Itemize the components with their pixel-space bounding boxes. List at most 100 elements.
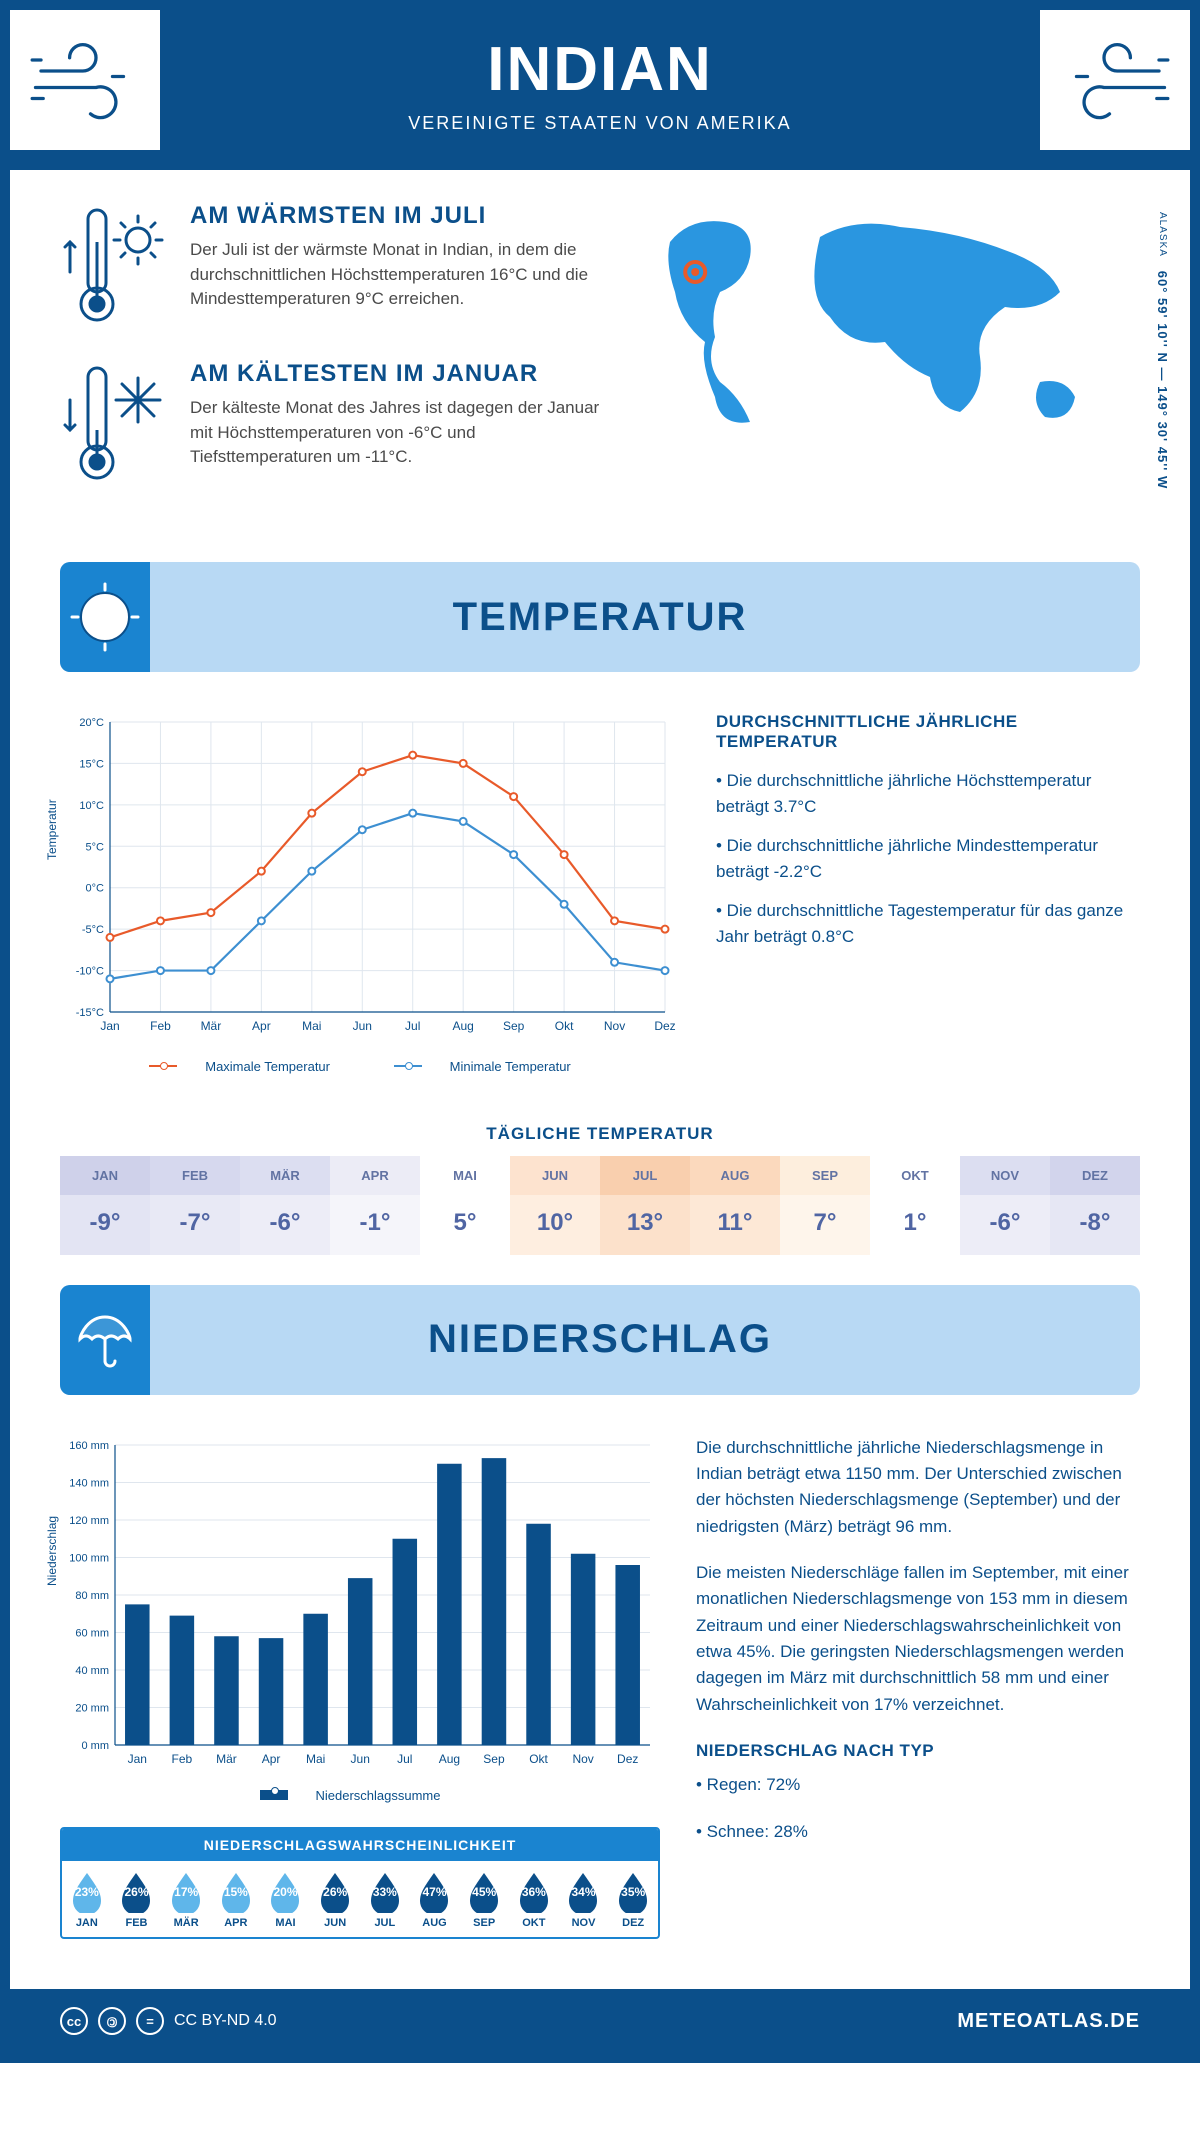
- svg-text:Jan: Jan: [100, 1019, 119, 1033]
- probability-cell: 47%AUG: [410, 1861, 460, 1937]
- cc-icon: cc: [60, 2007, 88, 2035]
- daily-temp-title: TÄGLICHE TEMPERATUR: [10, 1124, 1190, 1144]
- chart-legend: Maximale Temperatur Minimale Temperatur: [60, 1055, 680, 1074]
- warmest-text: Der Juli ist der wärmste Monat in Indian…: [190, 238, 610, 312]
- section-title: NIEDERSCHLAG: [428, 1317, 772, 1362]
- header: INDIAN VEREINIGTE STAATEN VON AMERIKA: [10, 10, 1190, 170]
- temperature-chart: Temperatur -15°C-10°C-5°C0°C5°C10°C15°C2…: [60, 712, 680, 1074]
- nd-icon: =: [136, 2007, 164, 2035]
- license: cc 🄯 = CC BY-ND 4.0: [60, 2007, 277, 2035]
- probability-title: NIEDERSCHLAGSWAHRSCHEINLICHKEIT: [62, 1829, 658, 1861]
- svg-text:Mai: Mai: [306, 1752, 325, 1766]
- svg-text:120 mm: 120 mm: [69, 1515, 109, 1527]
- probability-cell: 26%JUN: [310, 1861, 360, 1937]
- chart-ylabel: Temperatur: [45, 799, 59, 860]
- probability-cell: 34%NOV: [559, 1861, 609, 1937]
- daily-cell: JUN10°: [510, 1156, 600, 1255]
- coldest-title: AM KÄLTESTEN IM JANUAR: [190, 360, 610, 388]
- probability-cell: 20%MAI: [261, 1861, 311, 1937]
- svg-text:Feb: Feb: [150, 1019, 171, 1033]
- svg-text:20 mm: 20 mm: [75, 1702, 109, 1714]
- probability-cell: 35%DEZ: [608, 1861, 658, 1937]
- svg-text:Feb: Feb: [172, 1752, 193, 1766]
- thermometer-hot-icon: [60, 202, 170, 332]
- svg-text:160 mm: 160 mm: [69, 1440, 109, 1452]
- svg-text:Okt: Okt: [529, 1752, 548, 1766]
- footer: cc 🄯 = CC BY-ND 4.0 METEOATLAS.DE: [10, 1989, 1190, 2053]
- temperature-annual-text: DURCHSCHNITTLICHE JÄHRLICHE TEMPERATUR •…: [716, 712, 1140, 1074]
- svg-text:Sep: Sep: [483, 1752, 505, 1766]
- daily-cell: JAN-9°: [60, 1156, 150, 1255]
- temperature-header: TEMPERATUR: [60, 562, 1140, 672]
- precipitation-text: Die durchschnittliche jährliche Niedersc…: [696, 1435, 1140, 1940]
- summary-row: AM WÄRMSTEN IM JULI Der Juli ist der wär…: [10, 170, 1190, 542]
- svg-text:Aug: Aug: [453, 1019, 474, 1033]
- svg-text:40 mm: 40 mm: [75, 1665, 109, 1677]
- svg-text:5°C: 5°C: [86, 841, 105, 853]
- probability-cell: 15%APR: [211, 1861, 261, 1937]
- svg-text:Apr: Apr: [262, 1752, 281, 1766]
- probability-cell: 26%FEB: [112, 1861, 162, 1937]
- svg-text:Jan: Jan: [128, 1752, 147, 1766]
- svg-text:10°C: 10°C: [79, 800, 104, 812]
- svg-text:Dez: Dez: [617, 1752, 638, 1766]
- svg-text:80 mm: 80 mm: [75, 1590, 109, 1602]
- precipitation-probability: NIEDERSCHLAGSWAHRSCHEINLICHKEIT 23%JAN26…: [60, 1827, 660, 1939]
- svg-text:Nov: Nov: [572, 1752, 593, 1766]
- coldest-block: AM KÄLTESTEN IM JANUAR Der kälteste Mona…: [60, 360, 610, 490]
- wind-icon: [1060, 38, 1170, 126]
- probability-cell: 33%JUL: [360, 1861, 410, 1937]
- daily-cell: DEZ-8°: [1050, 1156, 1140, 1255]
- daily-cell: JUL13°: [600, 1156, 690, 1255]
- svg-text:100 mm: 100 mm: [69, 1552, 109, 1564]
- svg-text:Mai: Mai: [302, 1019, 321, 1033]
- daily-cell: FEB-7°: [150, 1156, 240, 1255]
- page-title: INDIAN: [30, 34, 1170, 105]
- page-subtitle: VEREINIGTE STAATEN VON AMERIKA: [30, 113, 1170, 134]
- svg-text:Jul: Jul: [397, 1752, 412, 1766]
- daily-cell: AUG11°: [690, 1156, 780, 1255]
- svg-text:-15°C: -15°C: [76, 1007, 104, 1019]
- daily-cell: SEP7°: [780, 1156, 870, 1255]
- coldest-text: Der kälteste Monat des Jahres ist dagege…: [190, 396, 610, 470]
- svg-text:Apr: Apr: [252, 1019, 271, 1033]
- daily-cell: MAI5°: [420, 1156, 510, 1255]
- svg-text:Mär: Mär: [201, 1019, 222, 1033]
- umbrella-icon: [70, 1305, 140, 1375]
- svg-text:20°C: 20°C: [79, 717, 104, 729]
- daily-cell: MÄR-6°: [240, 1156, 330, 1255]
- section-title: TEMPERATUR: [453, 595, 748, 640]
- daily-cell: OKT1°: [870, 1156, 960, 1255]
- precipitation-chart-column: Niederschlag 0 mm20 mm40 mm60 mm80 mm100…: [60, 1435, 660, 1940]
- svg-text:Dez: Dez: [654, 1019, 675, 1033]
- probability-cell: 45%SEP: [459, 1861, 509, 1937]
- svg-text:0°C: 0°C: [86, 883, 105, 895]
- warmest-title: AM WÄRMSTEN IM JULI: [190, 202, 610, 230]
- svg-text:Mär: Mär: [216, 1752, 237, 1766]
- coordinates: ALASKA 60° 59' 10'' N — 149° 30' 45'' W: [1155, 212, 1170, 489]
- site-name: METEOATLAS.DE: [957, 2010, 1140, 2033]
- svg-text:-5°C: -5°C: [82, 924, 104, 936]
- probability-cell: 23%JAN: [62, 1861, 112, 1937]
- probability-cell: 17%MÄR: [161, 1861, 211, 1937]
- svg-text:15°C: 15°C: [79, 758, 104, 770]
- svg-text:0 mm: 0 mm: [82, 1740, 110, 1752]
- daily-cell: NOV-6°: [960, 1156, 1050, 1255]
- svg-text:Sep: Sep: [503, 1019, 525, 1033]
- probability-cell: 36%OKT: [509, 1861, 559, 1937]
- infographic-page: INDIAN VEREINIGTE STAATEN VON AMERIKA: [0, 0, 1200, 2063]
- precipitation-header: NIEDERSCHLAG: [60, 1285, 1140, 1395]
- by-icon: 🄯: [98, 2007, 126, 2035]
- svg-text:-10°C: -10°C: [76, 966, 104, 978]
- warmest-block: AM WÄRMSTEN IM JULI Der Juli ist der wär…: [60, 202, 610, 332]
- svg-text:Jun: Jun: [353, 1019, 372, 1033]
- svg-text:60 mm: 60 mm: [75, 1627, 109, 1639]
- svg-text:Nov: Nov: [604, 1019, 625, 1033]
- world-map: ALASKA 60° 59' 10'' N — 149° 30' 45'' W: [640, 202, 1140, 518]
- svg-text:Jul: Jul: [405, 1019, 420, 1033]
- chart-ylabel: Niederschlag: [45, 1516, 59, 1586]
- svg-text:Jun: Jun: [351, 1752, 370, 1766]
- chart-legend: Niederschlagssumme: [60, 1788, 660, 1804]
- svg-text:Okt: Okt: [555, 1019, 574, 1033]
- svg-text:140 mm: 140 mm: [69, 1477, 109, 1489]
